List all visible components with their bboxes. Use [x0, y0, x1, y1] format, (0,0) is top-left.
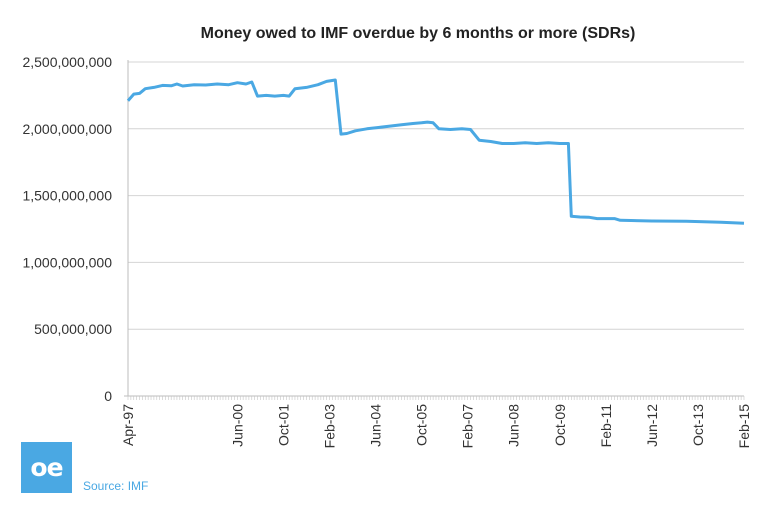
x-tick-label: Feb-15	[736, 404, 752, 449]
x-tick-label: Apr-97	[120, 404, 136, 446]
y-tick-label: 1,000,000,000	[22, 254, 112, 270]
y-tick-label: 2,000,000,000	[22, 121, 112, 137]
source-note: Source: IMF	[83, 479, 149, 493]
series-layer	[126, 78, 745, 225]
oe-logo: oe	[21, 442, 72, 493]
x-tick-label: Oct-05	[414, 404, 430, 446]
chart-title: Money owed to IMF overdue by 6 months or…	[201, 25, 636, 42]
y-tick-label: 1,500,000,000	[22, 188, 112, 204]
x-tick-label: Feb-11	[598, 404, 614, 448]
y-tick-label: 500,000,000	[34, 321, 112, 337]
x-tick-label: Jun-12	[644, 404, 660, 447]
x-tick-label: Oct-01	[275, 404, 291, 446]
x-tick-label: Oct-09	[552, 404, 568, 446]
y-axis-ticks: 0 500,000,000 1,000,000,000 1,500,000,000 2,…	[22, 54, 112, 404]
x-axis	[124, 60, 745, 400]
x-tick-label: Oct-13	[690, 404, 706, 446]
x-tick-label: Feb-03	[321, 404, 337, 449]
x-tick-label: Jun-00	[229, 404, 245, 447]
y-tick-label: 2,500,000,000	[22, 54, 112, 70]
x-tick-label: Feb-07	[460, 404, 476, 449]
x-tick-label: Jun-08	[506, 404, 522, 447]
series-line	[126, 78, 745, 225]
gridlines	[128, 61, 744, 330]
y-tick-label: 0	[104, 388, 112, 404]
x-axis-ticks: Apr-97 Jun-00 Oct-01 Feb-03 Jun-04 Oct-05 Feb-…	[120, 404, 752, 449]
x-tick-label: Jun-04	[368, 404, 384, 447]
